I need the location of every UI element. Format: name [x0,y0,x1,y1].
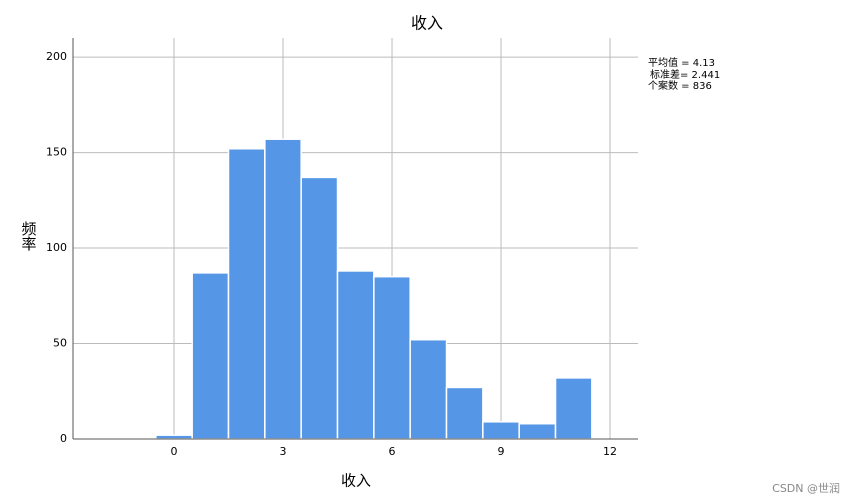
bar [336,270,375,440]
y-tick-label: 50 [53,337,67,350]
bar [482,421,520,440]
stat-text: 平均值 = 4.13 [648,56,715,69]
x-tick-label: 6 [389,445,396,458]
watermark: CSDN @世润 [772,481,840,495]
x-tick-label: 12 [603,445,617,458]
bar [445,386,484,440]
bar [554,377,593,440]
bar [300,176,339,440]
x-tick-label: 3 [280,445,287,458]
stat-text: 标准差= 2.441 [650,68,720,81]
chart-title: 收入 [411,14,443,33]
bar [373,275,411,440]
y-tick-label: 200 [46,50,67,63]
x-tick-label: 9 [498,445,505,458]
x-tick-label: 0 [171,445,178,458]
bar [227,148,266,440]
y-axis-label: 频率 [20,221,38,251]
bar [518,422,557,440]
x-axis-label: 收入 [341,472,371,490]
bar [191,272,230,440]
y-tick-label: 150 [46,146,67,159]
bar [409,338,448,440]
y-tick-label: 100 [46,241,67,254]
bar [264,138,302,440]
stat-text: 个案数 = 836 [648,79,712,92]
bar [155,434,193,440]
y-tick-label: 0 [60,432,67,445]
